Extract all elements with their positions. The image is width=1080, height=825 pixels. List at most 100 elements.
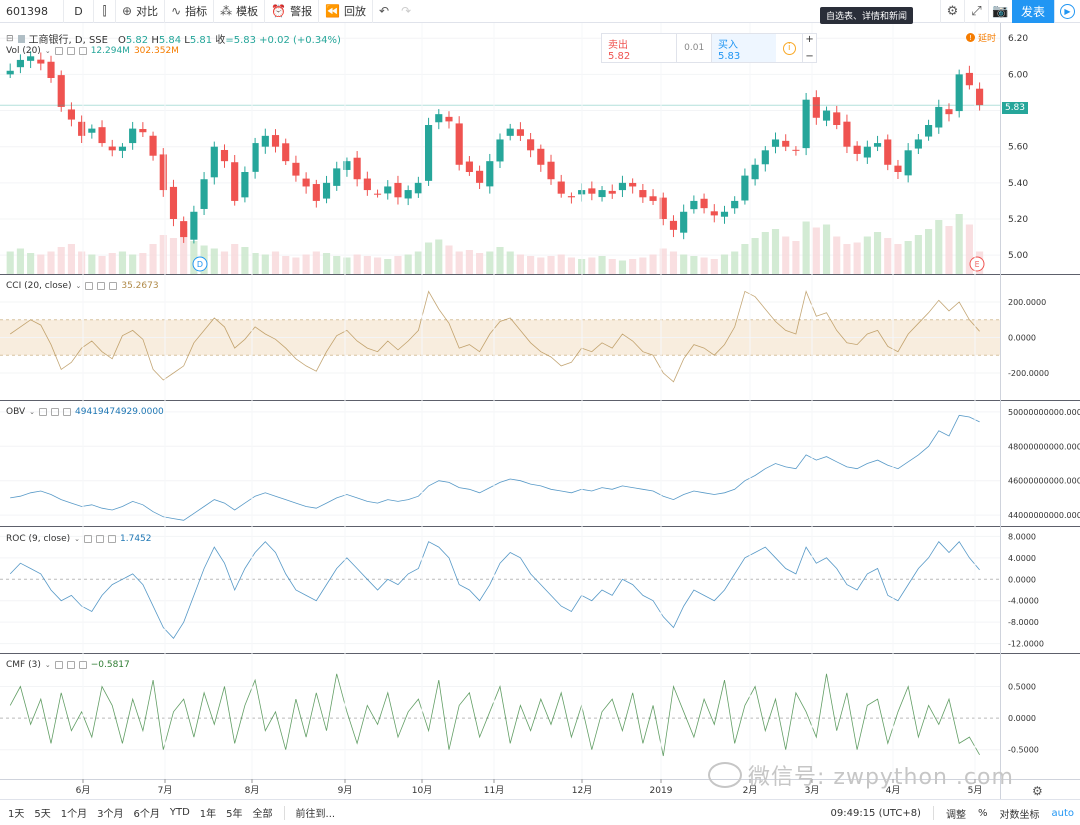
eye-icon[interactable] <box>54 661 63 669</box>
play-icon: ▶ <box>1060 4 1075 19</box>
close-small-icon[interactable] <box>78 47 87 55</box>
settings-small-icon[interactable] <box>66 661 75 669</box>
fullscreen-button[interactable]: ⤢ <box>963 0 988 23</box>
main-legend: ⊟ 工商银行, D, SSE O5.82 H5.84 L5.81 收=5.83 … <box>6 31 341 47</box>
clock-readout[interactable]: 09:49:15 (UTC+8) <box>830 807 921 819</box>
volume-bar <box>271 251 280 274</box>
divider <box>932 806 934 820</box>
candle-body <box>476 170 484 183</box>
close-small-icon[interactable] <box>63 408 72 416</box>
wechat-icon <box>708 762 742 788</box>
bottom-right: 09:49:15 (UTC+8) 调整 % 对数坐标 auto <box>825 800 1080 825</box>
spread-value: 0.01 <box>684 43 705 53</box>
candle-body <box>690 200 698 210</box>
info-button[interactable]: i <box>776 34 802 62</box>
interval-button[interactable]: D <box>64 0 94 23</box>
close-small-icon[interactable] <box>109 282 118 290</box>
minus-icon[interactable]: − <box>805 51 814 62</box>
candle-body <box>302 178 310 187</box>
eye-icon[interactable] <box>54 47 63 55</box>
volume-bar <box>220 251 229 274</box>
volume-bar <box>57 247 65 274</box>
alarm-clock-icon: ⏰ <box>271 4 287 18</box>
volume-bar <box>129 254 137 274</box>
chevron-down-icon[interactable]: ⌄ <box>74 535 81 543</box>
volume-bar <box>241 247 249 274</box>
volume-bar <box>588 257 596 274</box>
range-ytd[interactable]: YTD <box>169 807 190 818</box>
watermark-text: 微信号: zwpython .com <box>748 765 1014 790</box>
close-small-icon[interactable] <box>108 535 117 543</box>
percent-toggle[interactable]: % <box>977 807 988 819</box>
settings-small-icon[interactable] <box>66 47 75 55</box>
auto-toggle[interactable]: auto <box>1051 807 1074 819</box>
replay-button[interactable]: ⏪ 回放 <box>319 0 374 23</box>
range-3m[interactable]: 3个月 <box>97 809 124 820</box>
volume-bar <box>863 236 871 274</box>
volume-bar <box>139 253 147 274</box>
sell-button[interactable]: 卖出 5.82 <box>602 34 678 62</box>
settings-button[interactable]: ⚙ <box>939 0 964 23</box>
volume-bar <box>629 259 637 274</box>
collapse-icon[interactable]: ⊟ <box>6 33 14 44</box>
chart-canvas[interactable]: 6.206.005.805.605.405.205.00DE200.00000.… <box>0 23 1080 799</box>
volume-bar <box>557 254 565 274</box>
chevron-down-icon[interactable]: ⌄ <box>29 408 36 416</box>
log-toggle[interactable]: 对数坐标 <box>999 809 1040 821</box>
play-button[interactable]: ▶ <box>1054 0 1080 23</box>
settings-small-icon[interactable] <box>96 535 105 543</box>
goto-button[interactable]: 前往到... <box>295 809 336 820</box>
last-price-tag: 5.83 <box>1002 102 1028 114</box>
indicator-tick-label: -0.5000 <box>1008 746 1039 755</box>
volume-bar <box>547 256 555 274</box>
scale-settings-button[interactable]: ⚙ <box>1032 784 1043 798</box>
redo-button[interactable]: ↷ <box>395 0 417 23</box>
roc-legend: ROC (9, close) ⌄ 1.7452 <box>6 534 152 544</box>
cmf-title: CMF (3) <box>6 660 41 670</box>
settings-small-icon[interactable] <box>51 408 60 416</box>
gear-icon: ⚙ <box>946 4 959 19</box>
range-5d[interactable]: 5天 <box>34 809 51 820</box>
plus-icon[interactable]: + <box>805 34 814 45</box>
adjust-toggle[interactable]: 调整 <box>945 809 966 821</box>
templates-button[interactable]: ⁂ 模板 <box>214 0 266 23</box>
eye-icon[interactable] <box>85 282 94 290</box>
publish-button[interactable]: 发表 <box>1011 0 1054 23</box>
cmf-value: −0.5817 <box>90 660 130 670</box>
candle-body <box>935 106 943 128</box>
settings-small-icon[interactable] <box>97 282 106 290</box>
indicators-button[interactable]: ∿ 指标 <box>165 0 215 23</box>
candle-body <box>588 188 596 194</box>
range-1d[interactable]: 1天 <box>8 809 25 820</box>
undo-button[interactable]: ↶ <box>373 0 395 23</box>
range-5y[interactable]: 5年 <box>226 809 243 820</box>
buy-button[interactable]: 买入 5.83 <box>710 34 777 62</box>
eye-icon[interactable] <box>39 408 48 416</box>
range-1y[interactable]: 1年 <box>199 809 217 820</box>
indicator-tick-label: 44000000000.0000 <box>1008 511 1080 520</box>
compare-button[interactable]: ⊕ 对比 <box>116 0 166 23</box>
eye-icon[interactable] <box>84 535 93 543</box>
chevron-down-icon[interactable]: ⌄ <box>75 282 82 290</box>
alert-button[interactable]: ⏰ 警报 <box>265 0 320 23</box>
candle-body <box>108 146 116 151</box>
quantity-stepper[interactable]: + − <box>802 34 816 62</box>
volume-bar <box>598 256 606 274</box>
candle-body <box>761 150 769 165</box>
candle-body <box>139 129 147 133</box>
chevron-down-icon[interactable]: ⌄ <box>44 661 51 669</box>
candle-body <box>802 99 810 149</box>
price-tick-label: 6.20 <box>1008 34 1028 44</box>
volume-bar <box>782 236 790 274</box>
range-all[interactable]: 全部 <box>252 809 273 820</box>
volume-bar <box>159 235 167 274</box>
range-6m[interactable]: 6个月 <box>133 809 160 820</box>
candle-body <box>322 182 331 199</box>
chart-style-button[interactable]: ⫿ <box>94 0 116 23</box>
symbol-search[interactable]: 601398 <box>0 0 64 23</box>
close-small-icon[interactable] <box>78 661 87 669</box>
range-1m[interactable]: 1个月 <box>60 809 88 820</box>
chevron-down-icon[interactable]: ⌄ <box>44 47 51 55</box>
delay-badge: ! 延时 <box>966 31 996 44</box>
snapshot-button[interactable]: 📷 <box>987 0 1012 23</box>
